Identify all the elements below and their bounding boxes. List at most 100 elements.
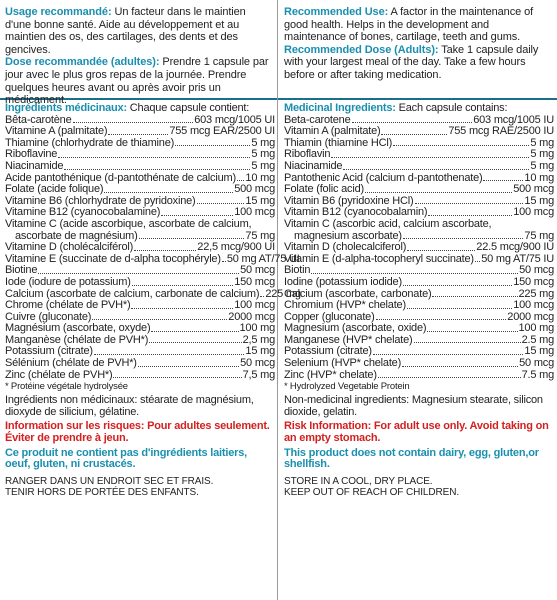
ingredient-name: Bêta-carotène (5, 113, 72, 126)
ingredient-name: Acide pantothénique (d-pantothénate de c… (5, 171, 236, 184)
ingredient-amount: 50 mg AT/75 UI (226, 252, 300, 265)
dot-leader (432, 296, 518, 298)
ingredient-row: Vitamine D (cholécalciférol) 22,5 mcg/900… (5, 242, 275, 254)
ingredient-name: Niacinamide (5, 159, 64, 172)
ingredient-name: Vitamine B12 (cyanocobalamine) (5, 206, 161, 219)
dot-leader (93, 354, 245, 356)
storage-en: STORE IN A COOL, DRY PLACE. KEEP OUT OF … (284, 476, 554, 499)
dose-text-en: Take 1 capsule daily with your largest m… (284, 43, 539, 81)
dot-leader (175, 145, 251, 147)
risk-info-fr: Information sur les risques: Pour adulte… (5, 420, 270, 445)
dose-text-fr: Prendre 1 capsule par jour avec le plus … (5, 56, 269, 107)
ingredient-amount: 22.5 mcg/900 IU (476, 241, 554, 254)
ingredient-list-en: Beta-carotene 603 mcg/1005 IU Vitamin A (p… (284, 113, 555, 382)
ingredient-name: Magnesium (ascorbate, oxide) (284, 322, 427, 335)
ingredient-name: Vitamin D (cholecalciferol) (284, 241, 407, 254)
ingredient-amount: 603 mcg/1005 IU (473, 113, 554, 126)
ingredient-amount: 15 mg (524, 345, 554, 358)
usage-text-en: A factor in the maintenance of good heal… (284, 6, 534, 44)
ingredient-name: Vitamin E (d-alpha-tocopheryl succinate) (284, 252, 474, 265)
dot-leader (364, 191, 513, 193)
ingredient-amount: 75 mg (245, 229, 275, 242)
ingredient-name: Magnésium (ascorbate, oxyde) (5, 322, 151, 335)
ingredient-amount: 100 mcg (513, 299, 554, 312)
ingredient-row: Niacinamide 5 mg (284, 159, 554, 173)
nonmedicinal-fr: Ingrédients non médicinaux: stéarate de … (5, 394, 254, 418)
dot-leader (311, 272, 519, 274)
ingredient-amount: 2000 mcg (507, 310, 554, 323)
ingredients-heading-en: Medicinal Ingredients: Each capsule cont… (284, 102, 554, 115)
ingredient-list-fr: Bêta-carotène 603 mcg/1005 UI Vitamine A (… (5, 113, 301, 382)
ingredient-row: Vitamine C (acide ascorbique, ascorbate … (5, 218, 275, 242)
ingredient-row: Vitamin E (d-alpha-tocopheryl succinate)… (284, 252, 554, 266)
ingredient-row: Thiamine (chlorhydrate de thiamine) 5 mg (5, 137, 275, 150)
ingredient-amount: 100 mcg (234, 299, 275, 312)
nonmedicinal-en: Non-medicinal ingredients: Magnesium ste… (284, 394, 543, 418)
ingredient-name: Biotin (284, 264, 311, 277)
dot-leader (221, 261, 226, 263)
ingredient-amount: 5 mg (530, 148, 554, 161)
ingredient-row: Bêta-carotène 603 mcg/1005 UI (5, 113, 275, 127)
ingredient-amount: 75 mg (524, 229, 554, 242)
ingredient-amount: 225 mg (518, 287, 555, 300)
ingredient-name: Vitamine A (palmitate) (5, 125, 108, 138)
ingredient-row: Beta-carotene 603 mcg/1005 IU (284, 113, 554, 127)
ingredient-row: Sélénium (chélate de PVH*) 50 mcg (5, 357, 275, 370)
ingredient-name: Potassium (citrate) (5, 345, 93, 358)
ingredient-row: Magnésium (ascorbate, oxyde) 100 mg (5, 323, 275, 335)
dot-leader (331, 156, 530, 158)
ingredient-amount: 50 mcg (519, 357, 554, 370)
ingredient-name: Riboflavin (284, 148, 331, 161)
dot-leader (64, 168, 251, 170)
ingredient-name: Biotine (5, 264, 38, 277)
ingredients-intro-fr: Chaque capsule contient: (126, 102, 250, 114)
ingredient-row: Calcium (ascorbate de calcium, carbonate… (5, 288, 301, 301)
ingredient-amount: 7,5 mg (242, 368, 276, 381)
dot-leader (196, 203, 245, 205)
ingredient-amount: 225 mg (265, 287, 301, 300)
ingredient-name: Niacinamide (284, 159, 343, 172)
ingredient-row: Biotin 50 mcg (284, 265, 554, 277)
ingredient-name: Vitamin C (ascorbic acid, calcium ascorb… (284, 217, 492, 230)
ingredient-name: Pantothenic Acid (calcium d-pantothenate… (284, 171, 483, 184)
ingredient-amount: 500 mcg (513, 183, 554, 196)
column-divider (277, 0, 278, 600)
ingredient-row: Vitamine A (palmitate) 755 mcg EAR/2500 U… (5, 126, 275, 138)
dose-label-en: Recommended Dose (Adults): (284, 43, 439, 56)
ingredient-row: Copper (gluconate) 2000 mcg (284, 310, 554, 324)
allergen-note-fr: Ce produit ne contient pas d'ingrédients… (5, 446, 247, 471)
dot-leader (413, 342, 521, 344)
dot-leader (58, 156, 251, 158)
ingredient-name: Chromium (HVP* chelate) (284, 299, 406, 312)
ingredient-amount: 755 mcg EAR/2500 UI (169, 125, 275, 138)
ingredient-row: Niacinamide 5 mg (5, 159, 275, 173)
usage-label-fr: Usage recommandé: (5, 6, 112, 18)
ingredient-amount: 2.5 mg (521, 333, 555, 346)
ingredient-amount: 150 mcg (234, 275, 275, 288)
dot-leader (236, 180, 245, 182)
storage-line-1-en: STORE IN A COOL, DRY PLACE. (284, 475, 433, 487)
ingredient-amount: 5 mg (530, 159, 554, 172)
ingredient-row: Potassium (citrate) 15 mg (284, 346, 554, 358)
usage-paragraph-fr: Usage recommandé: Un facteur dans le mai… (5, 6, 273, 56)
dot-leader (414, 203, 524, 205)
ingredient-name: Potassium (citrate) (284, 345, 372, 358)
dot-leader (161, 214, 234, 216)
storage-line-2-en: KEEP OUT OF REACH OF CHILDREN. (284, 487, 459, 499)
dot-leader (351, 122, 473, 124)
ingredient-name: Folate (folic acid) (284, 183, 364, 196)
ingredient-amount: 5 mg (251, 148, 275, 161)
ingredient-row: Manganese (HVP* chelate) 2.5 mg (284, 333, 555, 347)
ingredient-row: Vitamin B12 (cyanocobalamin) 100 mcg (284, 207, 554, 219)
ingredient-row: Chrome (chélate de PVH*) 100 mcg (5, 299, 275, 312)
ingredients-label-fr: Ingrédients médicinaux: (5, 102, 127, 114)
dot-leader (407, 249, 476, 251)
dot-leader (402, 365, 519, 367)
dot-leader (138, 238, 245, 240)
ingredient-row: Potassium (citrate) 15 mg (5, 346, 275, 358)
ingredient-name: Copper (gluconate) (284, 310, 375, 323)
ingredient-amount: 22,5 mcg/900 UI (197, 241, 275, 254)
dot-leader (72, 122, 194, 124)
ingredient-amount: 15 mg (524, 194, 554, 207)
